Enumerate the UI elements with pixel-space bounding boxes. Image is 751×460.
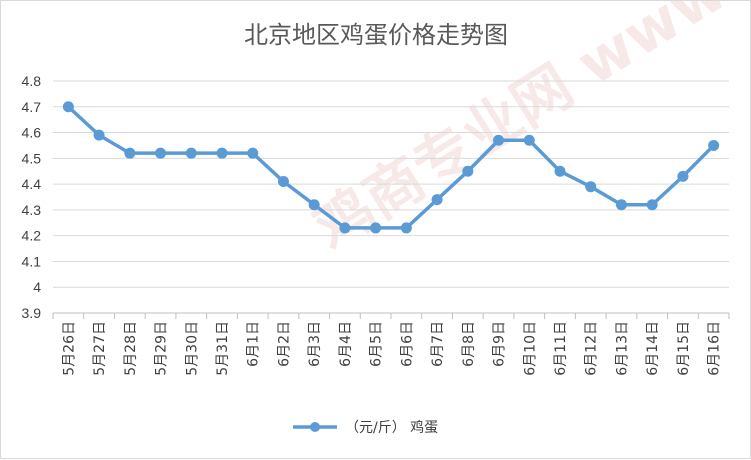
data-point [462, 165, 474, 177]
data-point [400, 222, 412, 234]
x-tick-label: 5月31日 [215, 321, 231, 376]
x-tick-label: 6月2日 [276, 321, 292, 367]
x-tick-label: 6月10日 [522, 321, 538, 376]
y-tick-label: 4.3 [22, 202, 42, 218]
legend: （元/斤） 鸡蛋 [293, 419, 438, 436]
data-point [493, 134, 505, 146]
x-tick-label: 5月26日 [61, 321, 77, 376]
x-tick-label: 6月6日 [399, 321, 415, 367]
series-line [67, 105, 715, 230]
y-axis-ticks: 3.9 4 4.1 4.2 4.3 4.4 4.5 4.6 4.7 4.8 [22, 73, 42, 321]
data-point [247, 147, 259, 159]
data-point [185, 147, 197, 159]
x-tick-label: 5月28日 [123, 321, 139, 376]
data-point [216, 147, 228, 159]
y-tick-label: 4.8 [22, 73, 42, 89]
x-tick-label: 6月11日 [553, 321, 569, 376]
x-tick-label: 6月5日 [369, 321, 385, 367]
data-point [93, 129, 105, 141]
data-point [554, 165, 566, 177]
series-egg [62, 101, 720, 234]
y-tick-label: 4.5 [22, 150, 42, 166]
data-point [155, 147, 167, 159]
data-point [308, 199, 320, 211]
data-point [339, 222, 351, 234]
data-point [585, 181, 597, 193]
data-point [523, 134, 535, 146]
x-tick-label: 5月30日 [184, 321, 200, 376]
x-tick-label: 6月7日 [430, 321, 446, 367]
x-tick-label: 6月13日 [614, 321, 630, 376]
y-tick-label: 4.2 [22, 228, 42, 244]
legend-dot-marker [310, 422, 320, 432]
gridlines [53, 80, 729, 314]
y-tick-label: 4.7 [22, 99, 42, 115]
x-tick-label: 6月3日 [307, 321, 323, 367]
x-tick-label: 6月15日 [676, 321, 692, 376]
x-tick-label: 6月14日 [645, 321, 661, 376]
x-tick-label: 6月16日 [707, 321, 723, 376]
x-tick-label: 6月1日 [246, 321, 262, 367]
y-tick-label: 3.9 [22, 305, 42, 321]
x-tick-label: 6月12日 [584, 321, 600, 376]
data-point [677, 170, 689, 182]
data-point [708, 139, 720, 151]
x-axis-ticks: 5月26日 5月27日 5月28日 5月29日 5月30日 5月31日 6月1日 6月2日 6月… [52, 313, 730, 376]
x-tick-label: 6月8日 [461, 321, 477, 367]
data-point [62, 101, 74, 113]
y-tick-label: 4.6 [22, 125, 42, 141]
legend-label: （元/斤） 鸡蛋 [345, 419, 438, 436]
data-point [277, 176, 289, 188]
y-tick-label: 4.4 [22, 176, 42, 192]
data-point [431, 194, 443, 206]
x-tick-label: 5月29日 [154, 321, 170, 376]
y-tick-label: 4.1 [22, 253, 42, 269]
data-point [370, 222, 382, 234]
y-tick-label: 4 [33, 279, 41, 295]
x-tick-label: 6月4日 [338, 321, 354, 367]
data-point [615, 199, 627, 211]
data-point [646, 199, 658, 211]
data-point [124, 147, 136, 159]
x-tick-label: 6月9日 [492, 321, 508, 367]
x-tick-label: 5月27日 [92, 321, 108, 376]
chart-title: 北京地区鸡蛋价格走势图 [244, 21, 508, 49]
